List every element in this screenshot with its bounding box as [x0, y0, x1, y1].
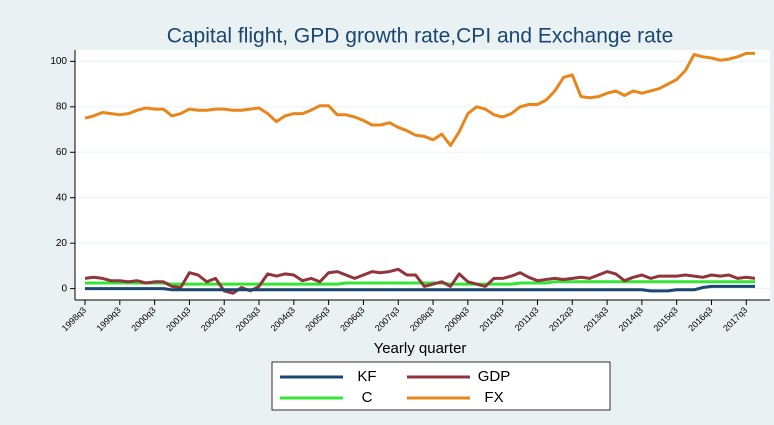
series-line [84, 51, 755, 147]
plot-area [75, 50, 770, 300]
series-line [85, 284, 755, 293]
legend-label: GDP [478, 368, 511, 385]
legend-label: KF [357, 368, 376, 385]
y-tick-label: 40 [56, 192, 68, 203]
legend [271, 361, 611, 411]
legend-label: C [362, 389, 373, 406]
y-tick-label: 0 [61, 283, 67, 294]
y-tick-label: 20 [56, 238, 68, 249]
y-tick-label: 80 [56, 101, 68, 112]
y-tick-label: 100 [50, 56, 67, 67]
y-tick-label: 60 [56, 147, 68, 158]
legend-label: FX [484, 389, 503, 406]
x-axis-label: Yearly quarter [374, 340, 467, 357]
chart-title: Capital flight, GPD growth rate,CPI and … [167, 25, 674, 48]
series-line [84, 267, 756, 295]
